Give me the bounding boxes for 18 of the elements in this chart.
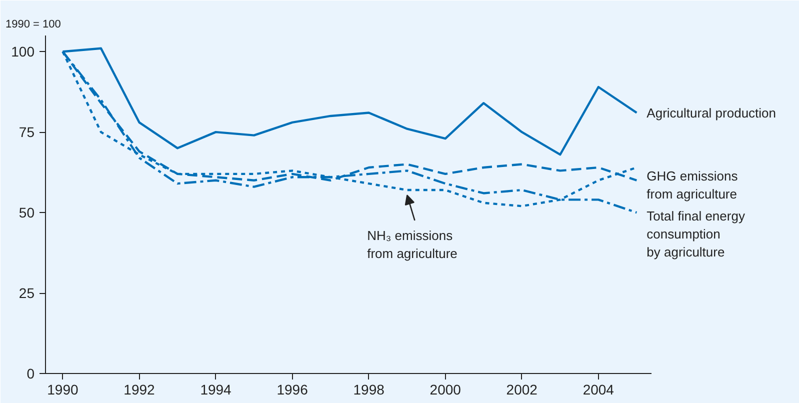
x-tick-label: 2002 — [506, 382, 538, 398]
y-tick-label: 100 — [11, 44, 35, 60]
x-tick-label: 1992 — [124, 382, 156, 398]
y-tick-label: 50 — [18, 204, 35, 221]
y-tick-label: 25 — [18, 285, 35, 302]
x-tick-label: 2000 — [430, 382, 462, 398]
y-tick-label: 0 — [26, 366, 35, 382]
series-label: Total final energy consumption by agriculture — [646, 208, 746, 260]
y-axis-title: 1990 = 100 — [6, 18, 61, 30]
series-label: Agricultural production — [646, 105, 776, 120]
x-tick-label: 1990 — [47, 382, 79, 398]
x-tick-label: 2004 — [582, 382, 614, 398]
y-tick-label: 75 — [18, 124, 35, 140]
x-tick-label: 1994 — [200, 382, 232, 398]
series-label: GHG emissions from agriculture — [646, 168, 738, 202]
text: NH₃ emissions from agriculture — [367, 228, 458, 262]
x-tick-label: 1998 — [353, 382, 385, 398]
x-tick-label: 1996 — [276, 382, 308, 398]
